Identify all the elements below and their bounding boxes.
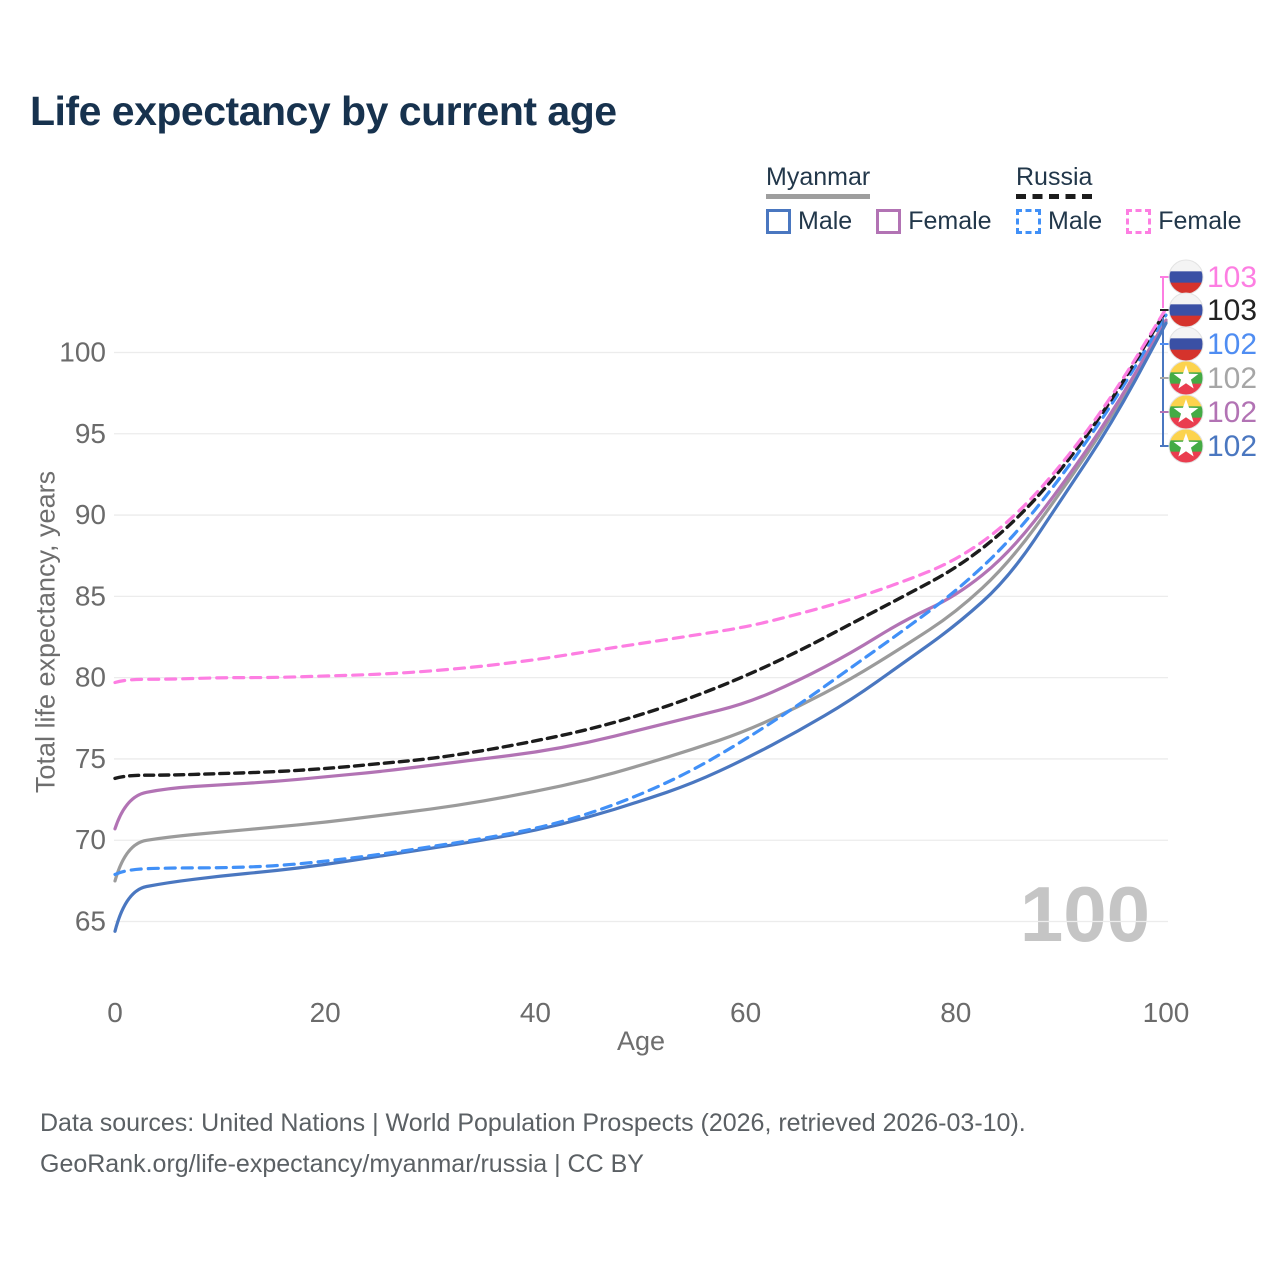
russia-flag-icon — [1169, 293, 1203, 327]
series-line-russia-both — [113, 308, 1168, 781]
y-tick-80: 80 — [75, 662, 106, 693]
russia-flag-icon — [1169, 327, 1203, 361]
russia-flag-icon — [1169, 260, 1203, 294]
legend-group-myanmar: Myanmar Male Female — [766, 162, 992, 236]
myanmar-flag-icon — [1169, 395, 1203, 429]
x-tick-100: 100 — [1143, 997, 1190, 1028]
y-tick-100: 100 — [59, 337, 106, 368]
x-tick-80: 80 — [940, 997, 971, 1028]
y-axis-title: Total life expectancy, years — [30, 470, 61, 794]
x-tick-60: 60 — [730, 997, 761, 1028]
x-axis-title: Age — [616, 1026, 666, 1056]
legend-title-russia[interactable]: Russia — [1016, 162, 1093, 199]
series-line-russia-male — [113, 313, 1168, 876]
legend-swatch-myanmar-female[interactable] — [876, 209, 902, 234]
myanmar-flag-border — [1168, 428, 1204, 464]
legend-label-russia-female[interactable]: Female — [1158, 207, 1242, 235]
legend-group-russia: Russia Male Female — [1016, 162, 1242, 236]
x-tick-0: 0 — [107, 997, 123, 1028]
y-tick-95: 95 — [75, 418, 106, 449]
y-tick-85: 85 — [75, 580, 106, 611]
y-tick-65: 65 — [75, 906, 106, 937]
data-sources-line: Data sources: United Nations | World Pop… — [40, 1109, 1026, 1137]
legend-label-myanmar-female[interactable]: Female — [908, 207, 992, 235]
y-tick-90: 90 — [75, 499, 106, 530]
y-tick-75: 75 — [75, 743, 106, 774]
series-line-myanmar-female — [113, 318, 1168, 831]
legend-title-myanmar[interactable]: Myanmar — [766, 162, 871, 199]
series-line-myanmar-male — [113, 321, 1168, 933]
myanmar-flag-icon — [1169, 429, 1203, 463]
legend-label-russia-male[interactable]: Male — [1048, 207, 1103, 235]
legend-swatch-russia-female[interactable] — [1126, 209, 1152, 234]
series-line-myanmar-both — [113, 320, 1168, 883]
watermark-age: 100 — [1020, 870, 1150, 958]
series-line-russia-female — [113, 307, 1168, 685]
legend-swatch-russia-male[interactable] — [1016, 209, 1041, 234]
legend-label-myanmar-male[interactable]: Male — [798, 207, 853, 235]
end-label-value-0: 103 — [1207, 261, 1257, 294]
y-tick-70: 70 — [75, 824, 106, 855]
end-label-value-3: 102 — [1207, 362, 1257, 395]
end-label-value-2: 102 — [1207, 328, 1257, 361]
myanmar-flag-icon — [1169, 361, 1203, 395]
end-label-value-5: 102 — [1207, 430, 1257, 463]
source-url-line[interactable]: GeoRank.org/life-expectancy/myanmar/russ… — [40, 1150, 644, 1178]
legend-swatch-myanmar-male[interactable] — [766, 209, 791, 234]
x-tick-20: 20 — [310, 997, 341, 1028]
page-title: Life expectancy by current age — [30, 88, 617, 134]
x-tick-40: 40 — [520, 997, 551, 1028]
end-label-value-4: 102 — [1207, 396, 1257, 429]
footer-attribution: Data sources: United Nations | World Pop… — [40, 1103, 1026, 1185]
end-label-value-1: 103 — [1207, 294, 1257, 327]
